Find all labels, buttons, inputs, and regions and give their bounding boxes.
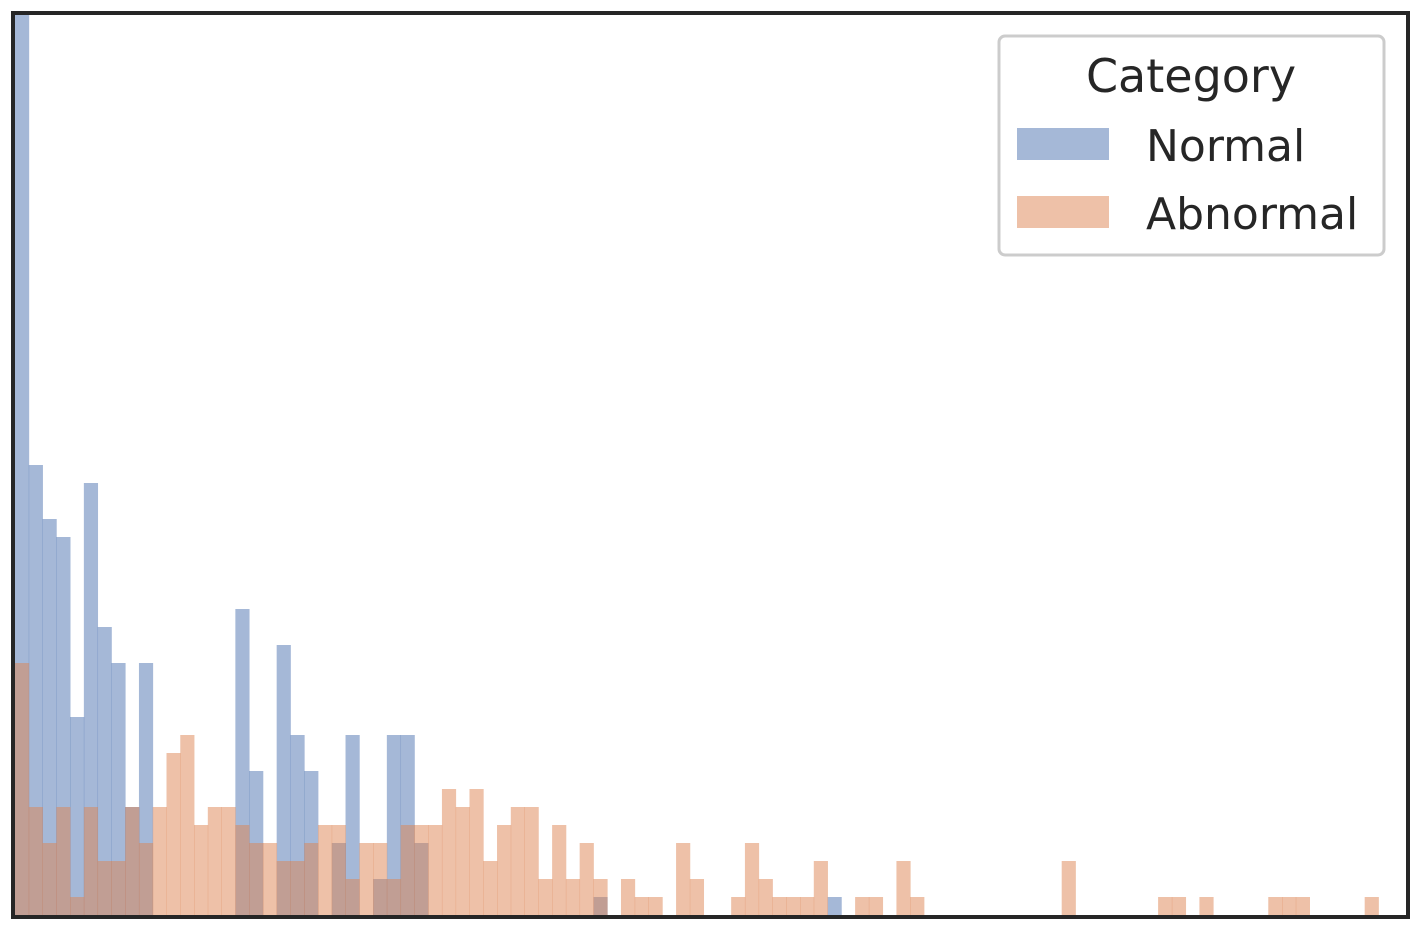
bar-normal-19	[276, 645, 291, 915]
bar-abnormal-52	[731, 897, 746, 915]
bar-abnormal-16	[235, 825, 250, 915]
bar-abnormal-64	[896, 861, 911, 915]
bar-abnormal-93	[1295, 897, 1310, 915]
bar-abnormal-84	[1171, 897, 1187, 915]
bar-abnormal-17	[249, 843, 264, 915]
bar-abnormal-3	[56, 807, 71, 915]
bar-abnormal-92	[1282, 897, 1297, 915]
bar-abnormal-0	[15, 663, 30, 915]
bar-abnormal-76	[1061, 861, 1076, 915]
bar-abnormal-39	[552, 825, 567, 915]
bar-abnormal-19	[276, 861, 291, 915]
bar-abnormal-91	[1268, 897, 1283, 915]
bar-abnormal-29	[414, 825, 429, 915]
legend-swatch-abnormal	[1017, 196, 1109, 228]
legend-title: Category	[1086, 49, 1296, 103]
bar-abnormal-49	[689, 879, 705, 915]
bar-abnormal-11	[166, 753, 181, 915]
bar-abnormal-48	[676, 843, 691, 915]
bar-abnormal-36	[510, 807, 525, 915]
bar-abnormal-44	[620, 879, 636, 915]
bar-abnormal-10	[152, 807, 167, 915]
bar-abnormal-22	[317, 825, 333, 915]
bar-abnormal-54	[758, 879, 773, 915]
bar-normal-6	[97, 627, 112, 915]
bar-abnormal-15	[221, 807, 236, 915]
bar-abnormal-2	[42, 843, 57, 915]
bar-abnormal-33	[469, 789, 484, 915]
bar-abnormal-35	[497, 825, 512, 915]
bar-abnormal-8	[125, 807, 140, 915]
bar-normal-59	[827, 897, 842, 915]
bar-abnormal-65	[910, 897, 925, 915]
bar-abnormal-23	[331, 825, 346, 915]
bar-normal-27	[386, 735, 402, 915]
series-abnormal-bars	[15, 663, 1379, 915]
bar-abnormal-28	[400, 825, 415, 915]
bar-abnormal-21	[304, 843, 319, 915]
bar-abnormal-31	[441, 789, 457, 915]
bar-abnormal-38	[538, 879, 553, 915]
bar-normal-24	[345, 735, 360, 915]
bar-abnormal-24	[345, 879, 360, 915]
bar-abnormal-46	[648, 897, 663, 915]
bar-abnormal-1	[28, 807, 43, 915]
legend-label-abnormal: Abnormal	[1146, 189, 1358, 240]
bar-abnormal-53	[744, 843, 760, 915]
bar-abnormal-86	[1199, 897, 1214, 915]
bar-abnormal-13	[194, 825, 209, 915]
bar-abnormal-83	[1158, 897, 1173, 915]
bar-abnormal-42	[593, 879, 608, 915]
bar-abnormal-12	[180, 735, 195, 915]
bar-abnormal-98	[1364, 897, 1379, 915]
bar-abnormal-9	[138, 843, 154, 915]
bar-normal-7	[111, 663, 126, 915]
plot-frame	[11, 11, 1410, 919]
bar-abnormal-25	[359, 843, 374, 915]
bar-abnormal-6	[97, 861, 112, 915]
bar-abnormal-30	[428, 825, 443, 915]
bar-abnormal-56	[786, 897, 801, 915]
bar-abnormal-5	[83, 807, 99, 915]
bar-abnormal-26	[373, 843, 388, 915]
bar-abnormal-27	[386, 879, 402, 915]
bar-abnormal-62	[868, 897, 884, 915]
bar-abnormal-37	[524, 807, 539, 915]
bar-abnormal-4	[70, 897, 85, 915]
legend: Category Normal Abnormal	[997, 34, 1386, 257]
bar-abnormal-45	[634, 897, 649, 915]
bar-abnormal-40	[565, 879, 581, 915]
legend-swatch-normal	[1017, 128, 1109, 160]
bar-abnormal-18	[262, 843, 278, 915]
bar-normal-4	[70, 717, 85, 915]
bar-abnormal-55	[772, 897, 787, 915]
bar-abnormal-32	[455, 807, 470, 915]
legend-label-normal: Normal	[1146, 121, 1305, 172]
series-normal-bars	[15, 15, 842, 915]
bar-abnormal-57	[800, 897, 815, 915]
bar-abnormal-7	[111, 861, 126, 915]
bar-abnormal-14	[207, 807, 222, 915]
bar-abnormal-61	[855, 897, 870, 915]
bar-normal-2	[42, 519, 57, 915]
bar-normal-1	[28, 465, 43, 915]
bar-abnormal-41	[579, 843, 594, 915]
bar-abnormal-34	[483, 861, 498, 915]
bar-abnormal-58	[813, 861, 828, 915]
bar-abnormal-20	[290, 861, 305, 915]
